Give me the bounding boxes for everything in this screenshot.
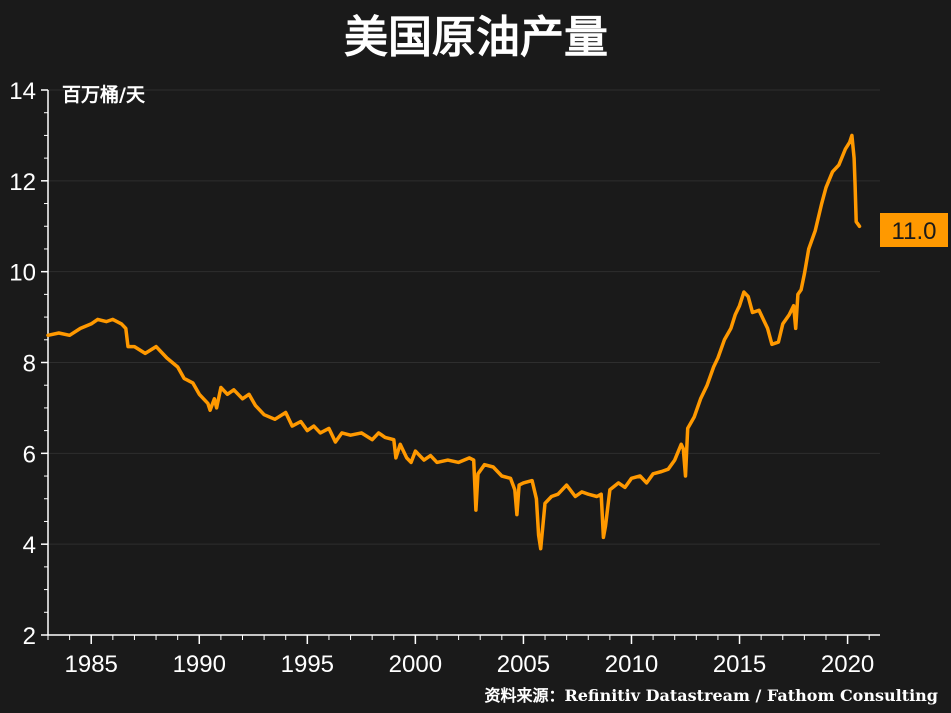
x-tick-label: 2005	[497, 651, 550, 678]
grid	[48, 89, 880, 545]
x-tick-label: 2015	[713, 651, 766, 678]
last-value-label: 11.0	[892, 218, 937, 245]
x-tick-label: 1985	[65, 651, 118, 678]
x-tick-label: 1995	[281, 651, 334, 678]
y-tick-label: 8	[23, 351, 36, 378]
y-tick-label: 10	[9, 260, 36, 287]
x-tick-label: 2000	[389, 651, 442, 678]
last-value-box	[880, 213, 948, 247]
y-tick-label: 4	[23, 532, 36, 559]
x-tick-label: 2020	[821, 651, 874, 678]
x-tick-label: 1990	[173, 651, 226, 678]
source-note: 资料来源：Refinitiv Datastream / Fathom Consu…	[484, 686, 938, 705]
chart-title: 美国原油产量	[344, 12, 608, 63]
y-tick-label: 14	[9, 78, 36, 105]
y-tick-label: 6	[23, 441, 36, 468]
y-tick-label: 2	[23, 623, 36, 650]
y-ticks: 2 4 6 8 10 12 14	[9, 78, 48, 650]
y-tick-label: 12	[9, 169, 36, 196]
series-line	[46, 133, 862, 551]
x-tick-label: 2010	[605, 651, 658, 678]
x-ticks: 1985 1990 1995 2000 2005 2010 2015 2020	[47, 635, 874, 678]
unit-label: 百万桶/天	[62, 83, 146, 106]
